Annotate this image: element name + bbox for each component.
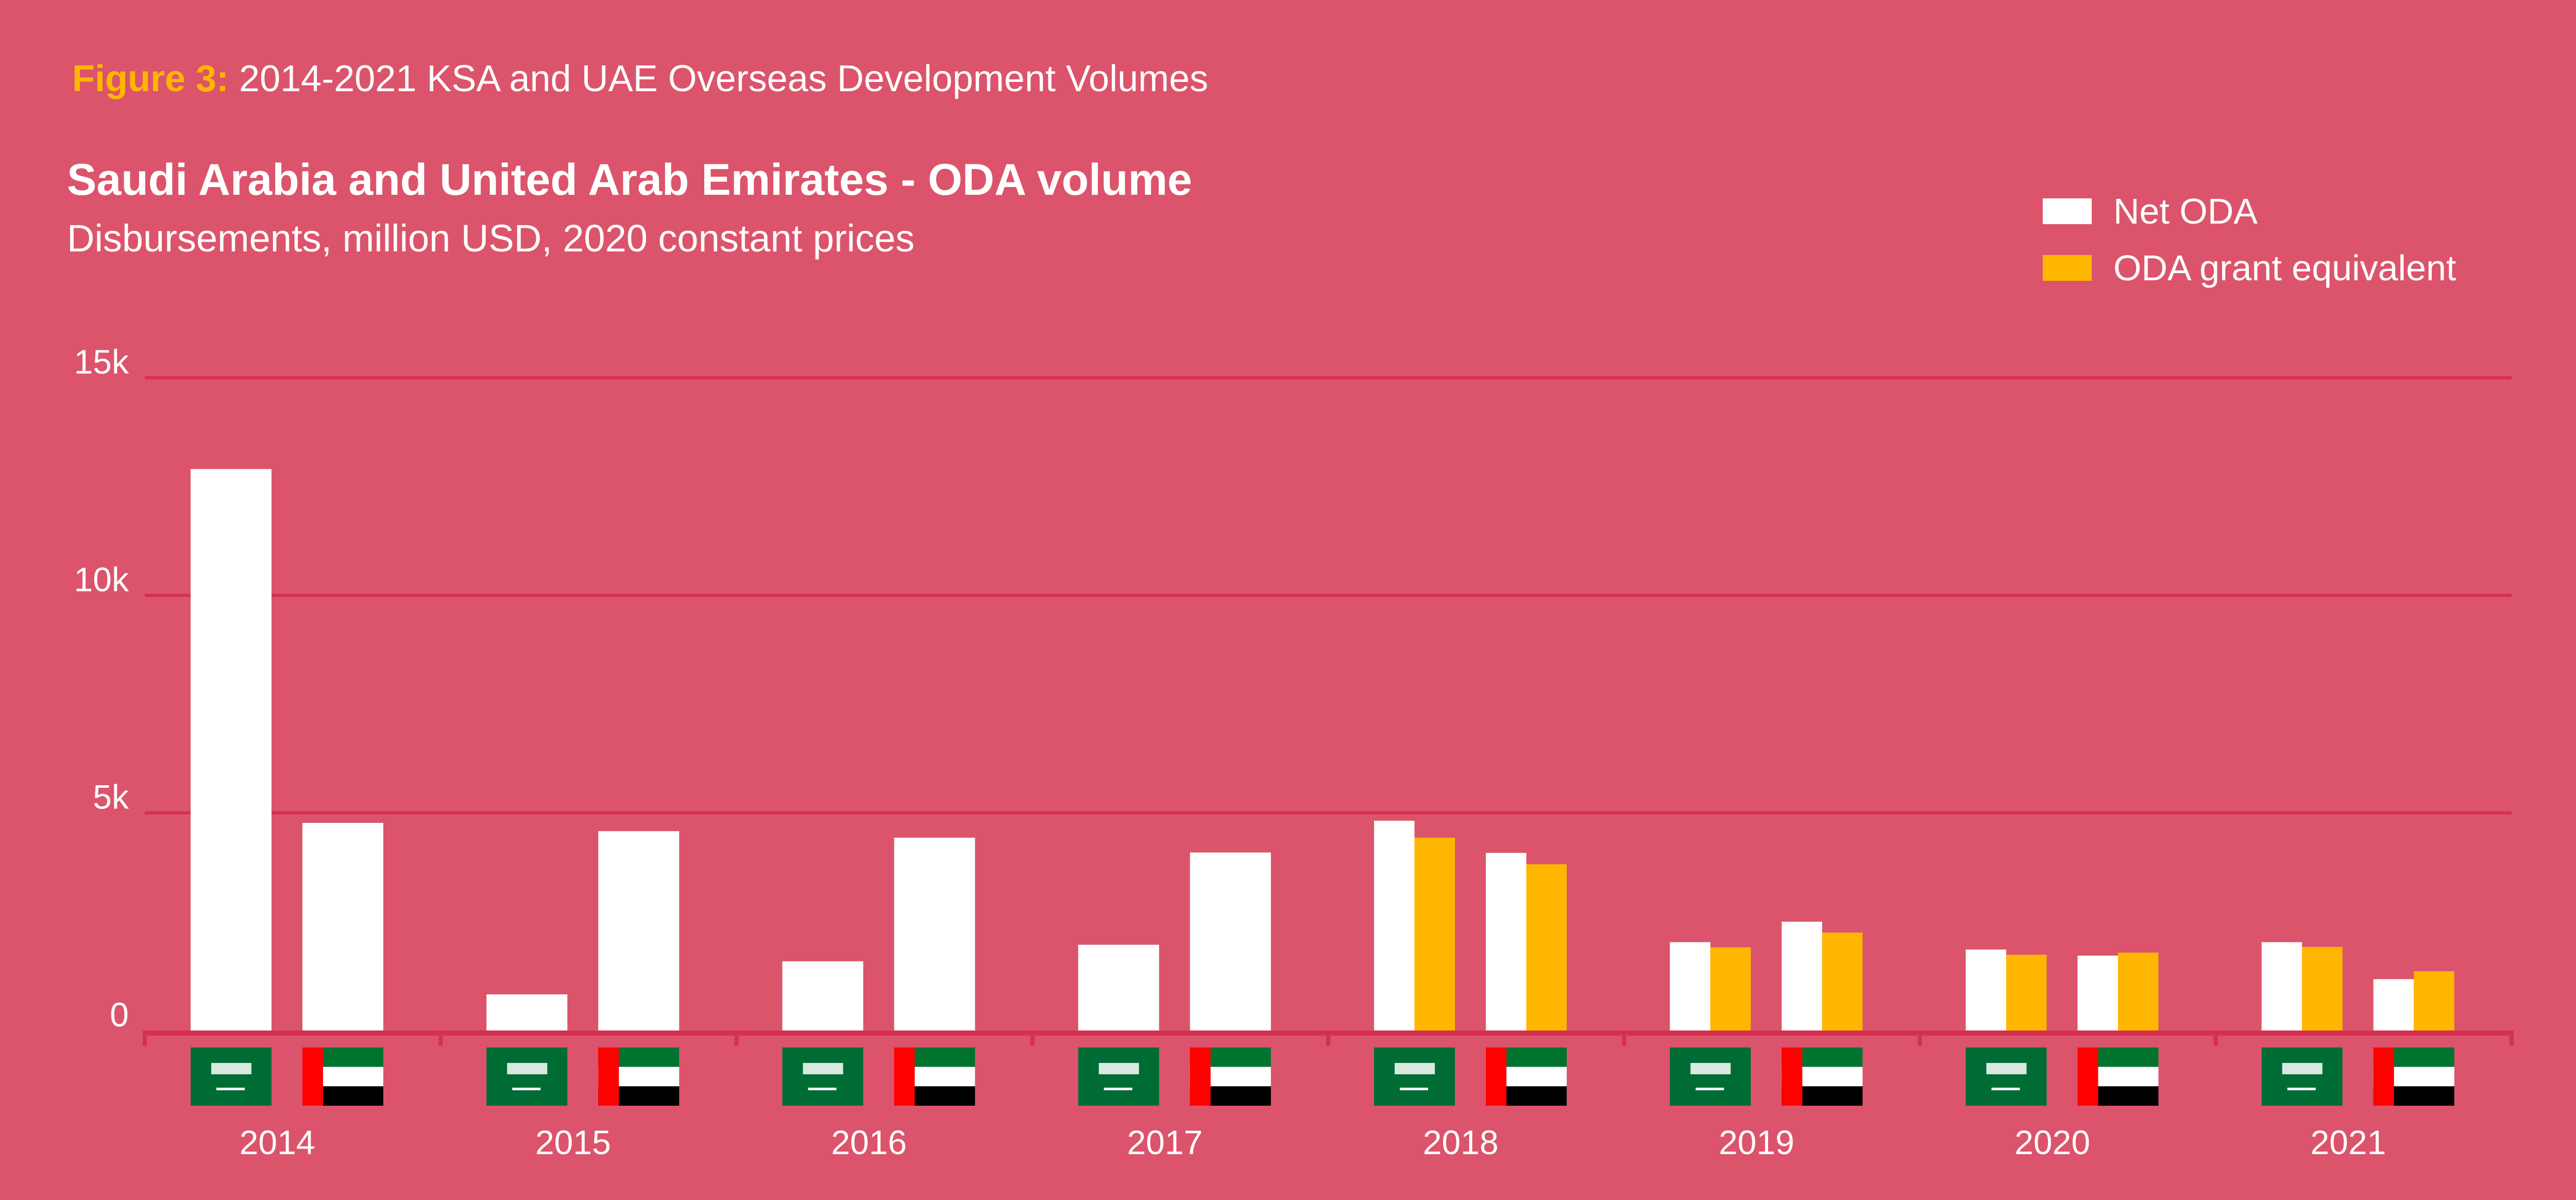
saudi-flag-sword: [1400, 1088, 1428, 1090]
saudi-flag-script: [2282, 1063, 2323, 1074]
bar-grant-ksa-2019: [1710, 947, 1751, 1030]
saudi-flag-script: [211, 1063, 251, 1074]
legend: Net ODA ODA grant equivalent: [2043, 183, 2456, 296]
uae-flag-red-band: [302, 1047, 323, 1106]
bar-net-oda-ksa-2021: [2261, 942, 2302, 1030]
x-tick-label: 2016: [831, 1123, 907, 1161]
bar-net-oda-uae-2015: [598, 831, 680, 1030]
saudi-flag-icon: [486, 1047, 568, 1106]
saudi-flag-icon: [1965, 1047, 2047, 1106]
saudi-flag-sword: [808, 1088, 837, 1090]
saudi-flag-script: [1986, 1063, 2027, 1074]
uae-flag-red-band: [1486, 1047, 1506, 1106]
figure-caption: Figure 3: 2014-2021 KSA and UAE Overseas…: [72, 58, 1208, 100]
bar-grant-ksa-2020: [2006, 955, 2047, 1030]
bar-net-oda-uae-2020: [2077, 955, 2118, 1030]
saudi-flag-icon: [782, 1047, 863, 1106]
bar-net-oda-ksa-2019: [1670, 942, 1710, 1030]
legend-item-net-oda: Net ODA: [2043, 183, 2456, 240]
bar-grant-ksa-2018: [1414, 837, 1455, 1030]
saudi-flag-icon: [2261, 1047, 2343, 1106]
saudi-flag-script: [803, 1063, 843, 1074]
legend-label: ODA grant equivalent: [2113, 248, 2456, 288]
saudi-flag-icon: [1374, 1047, 1455, 1106]
uae-flag-red-band: [598, 1047, 619, 1106]
chart-subtitle: Disbursements, million USD, 2020 constan…: [67, 217, 915, 260]
x-tick-label: 2018: [1423, 1123, 1499, 1161]
figure-caption-text: 2014-2021 KSA and UAE Overseas Developme…: [239, 58, 1209, 99]
legend-swatch-grant: [2043, 255, 2092, 281]
x-tick-label: 2014: [240, 1123, 315, 1161]
legend-label: Net ODA: [2113, 191, 2258, 231]
bar-net-oda-uae-2016: [894, 837, 975, 1030]
bar-net-oda-uae-2014: [302, 823, 383, 1030]
uae-flag-red-band: [894, 1047, 915, 1106]
saudi-flag-sword: [1991, 1088, 2020, 1090]
saudi-flag-sword: [216, 1088, 245, 1090]
bar-net-oda-ksa-2020: [1965, 949, 2006, 1030]
uae-flag-red-band: [1782, 1047, 1803, 1106]
bar-net-oda-uae-2018: [1486, 853, 1527, 1030]
saudi-flag-script: [1395, 1063, 1435, 1074]
bar-grant-uae-2018: [1526, 864, 1567, 1030]
y-tick-label: 5k: [93, 778, 129, 816]
y-tick-label: 10k: [74, 560, 129, 598]
bar-net-oda-uae-2021: [2373, 979, 2414, 1030]
saudi-flag-script: [507, 1063, 548, 1074]
x-tick-label: 2015: [535, 1123, 611, 1161]
bar-net-oda-ksa-2015: [486, 994, 568, 1030]
uae-flag-red-band: [2373, 1047, 2394, 1106]
saudi-flag-sword: [1696, 1088, 1724, 1090]
saudi-flag-icon: [1670, 1047, 1751, 1106]
saudi-flag-script: [1690, 1063, 1731, 1074]
bar-net-oda-ksa-2016: [782, 961, 863, 1030]
bar-grant-uae-2019: [1822, 932, 1863, 1030]
x-tick-label: 2017: [1127, 1123, 1202, 1161]
bar-net-oda-ksa-2017: [1078, 944, 1159, 1030]
bar-net-oda-uae-2017: [1190, 852, 1271, 1030]
legend-item-grant: ODA grant equivalent: [2043, 240, 2456, 296]
x-tick-label: 2021: [2310, 1123, 2386, 1161]
chart-title: Saudi Arabia and United Arab Emirates - …: [67, 155, 1192, 205]
legend-swatch-net-oda: [2043, 198, 2092, 224]
x-tick-label: 2020: [2014, 1123, 2090, 1161]
y-tick-label: 15k: [74, 343, 129, 381]
saudi-flag-icon: [191, 1047, 272, 1106]
bar-grant-ksa-2021: [2302, 947, 2343, 1030]
saudi-flag-sword: [512, 1088, 541, 1090]
uae-flag-red-band: [2077, 1047, 2098, 1106]
bar-grant-uae-2021: [2414, 971, 2454, 1030]
saudi-flag-sword: [2287, 1088, 2316, 1090]
uae-flag-red-band: [1190, 1047, 1211, 1106]
bar-grant-uae-2020: [2118, 952, 2159, 1030]
saudi-flag-script: [1098, 1063, 1139, 1074]
y-tick-label: 0: [110, 995, 129, 1034]
figure-label: Figure 3:: [72, 58, 229, 99]
bar-net-oda-ksa-2014: [191, 469, 272, 1030]
bar-net-oda-ksa-2018: [1374, 820, 1415, 1030]
saudi-flag-sword: [1104, 1088, 1132, 1090]
saudi-flag-icon: [1078, 1047, 1159, 1106]
x-tick-label: 2019: [1719, 1123, 1794, 1161]
bar-net-oda-uae-2019: [1782, 921, 1822, 1030]
